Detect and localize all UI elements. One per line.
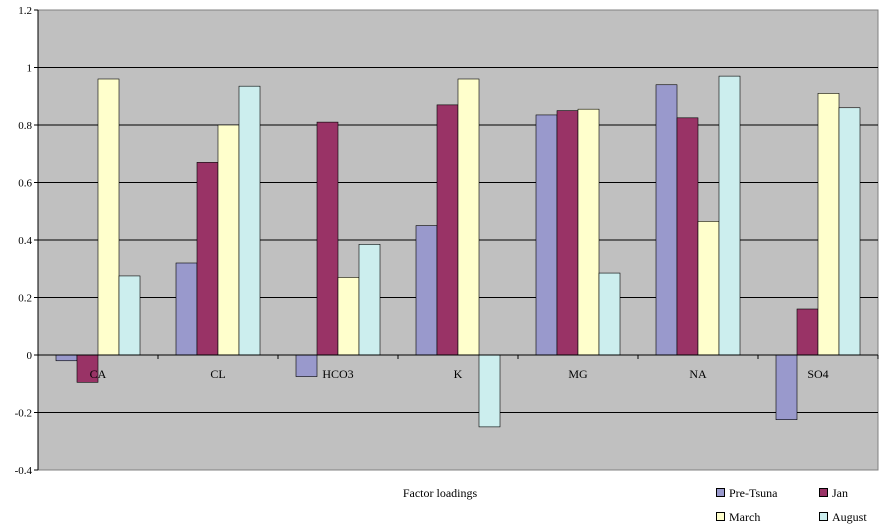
bar — [697, 221, 720, 356]
bar — [118, 275, 141, 356]
category-label: CA — [90, 367, 107, 381]
category-label: MG — [568, 367, 588, 381]
category-label: HCO3 — [322, 367, 353, 381]
legend-label-pre-tsuna: Pre-Tsuna — [729, 486, 778, 500]
bar — [415, 225, 438, 356]
bar — [676, 117, 699, 356]
bar — [358, 244, 381, 356]
bar — [838, 107, 861, 356]
y-tick-label: -0.2 — [15, 408, 32, 420]
y-tick-label: 0.6 — [18, 178, 32, 190]
y-tick-label: -0.4 — [15, 465, 33, 477]
bar — [55, 354, 78, 362]
legend-label-august: August — [832, 510, 867, 524]
bar — [217, 124, 240, 356]
bar — [238, 85, 261, 356]
bar — [655, 84, 678, 356]
legend-swatch-march — [716, 512, 725, 521]
legend-item-pre-tsuna: Pre-Tsuna — [716, 486, 777, 501]
category-label: CL — [210, 367, 225, 381]
bar — [175, 262, 198, 356]
bar — [97, 78, 120, 356]
bar — [196, 162, 219, 356]
bar — [535, 114, 558, 356]
bar — [775, 354, 798, 420]
legend-item-jan: Jan — [819, 486, 848, 501]
category-label: SO4 — [807, 367, 828, 381]
y-tick-label: 0.4 — [18, 235, 32, 247]
legend-label-jan: Jan — [832, 486, 848, 500]
bar — [295, 354, 318, 377]
y-tick-label: 0.2 — [18, 293, 32, 305]
legend-item-march: March — [716, 510, 760, 525]
category-label: NA — [689, 367, 707, 381]
bar — [718, 75, 741, 356]
bar — [457, 78, 480, 356]
legend-swatch-august — [819, 512, 828, 521]
bar — [577, 108, 600, 356]
y-tick-label: 0 — [27, 350, 33, 362]
bar — [478, 354, 501, 428]
bar — [796, 308, 819, 356]
legend-swatch-pre-tsuna — [716, 488, 725, 497]
bar — [556, 110, 579, 356]
bar — [436, 104, 459, 356]
category-label: K — [454, 367, 463, 381]
bar — [598, 272, 621, 356]
bar — [316, 121, 339, 356]
y-tick-label: 1.2 — [18, 5, 32, 17]
legend-label-march: March — [729, 510, 761, 524]
bar — [337, 277, 360, 356]
x-axis-label: Factor loadings — [402, 486, 478, 500]
bar — [817, 93, 840, 356]
y-tick-label: 0.8 — [18, 120, 32, 132]
y-tick-label: 1 — [27, 63, 33, 75]
legend-swatch-jan — [819, 488, 828, 497]
legend-item-august: August — [819, 510, 867, 525]
